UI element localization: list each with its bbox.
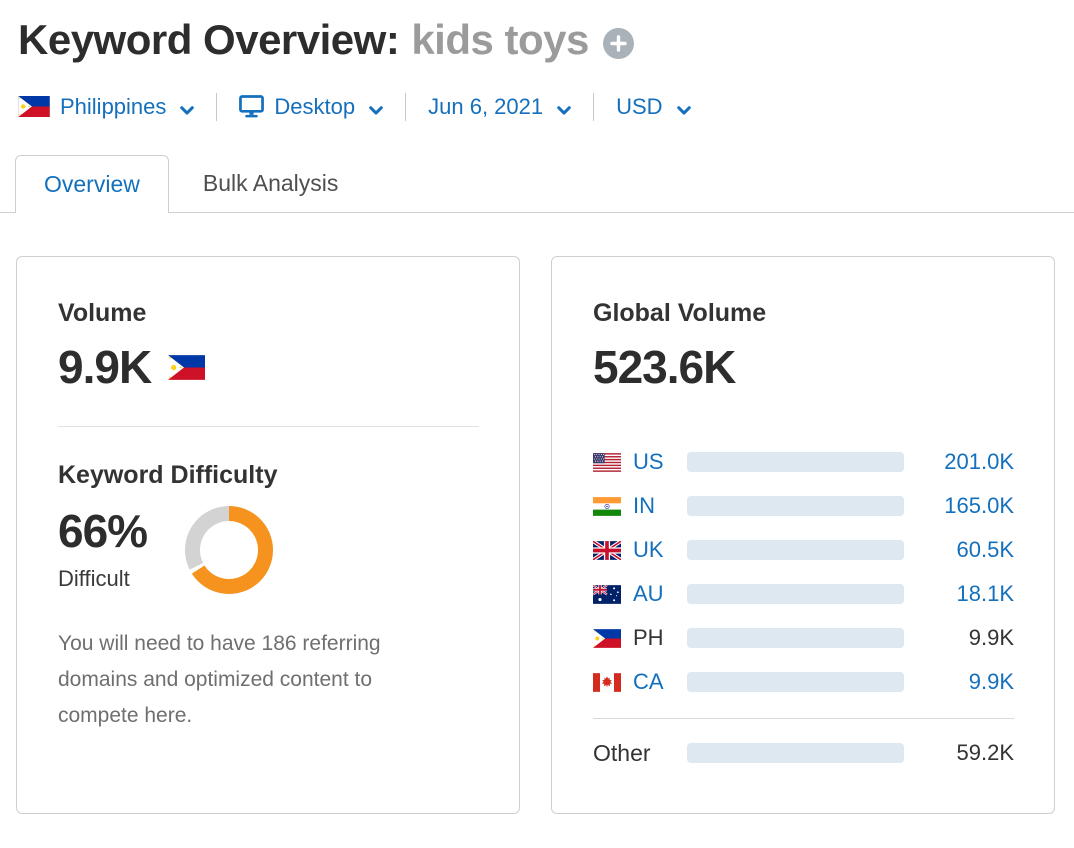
- geo-volume-bar: [687, 584, 904, 604]
- filter-divider: [593, 92, 595, 121]
- other-label: Other: [593, 739, 651, 766]
- kd-donut-chart: [185, 506, 274, 594]
- volume-value: 9.9K: [58, 341, 152, 393]
- geo-volume-value: 9.9K: [968, 625, 1014, 650]
- geo-divider: [593, 718, 1014, 719]
- geo-volume-bar: [687, 628, 904, 648]
- volume-title: Volume: [58, 299, 147, 327]
- geo-row-ph: PH 9.9K: [593, 616, 1014, 660]
- philippines-flag-icon: [168, 354, 206, 380]
- geo-volume-bar: [687, 452, 904, 472]
- device-selector-label: Desktop: [274, 93, 356, 119]
- cards-row: Volume 9.9K Keyword Difficulty 66% Diffi…: [0, 213, 1074, 814]
- geo-row-uk: UK 60.5K: [593, 528, 1014, 572]
- geo-volume-bar: [687, 540, 904, 560]
- country-selector-label: Philippines: [60, 93, 167, 119]
- date-selector[interactable]: Jun 6, 2021: [428, 92, 571, 121]
- geo-row-us: US 201.0K: [593, 440, 1014, 484]
- kd-percent-value: 66%: [58, 505, 148, 557]
- philippines-flag-icon: [18, 96, 50, 117]
- geo-volume-value[interactable]: 18.1K: [956, 581, 1015, 606]
- page-header: Keyword Overview: kids toys: [0, 0, 1074, 64]
- volume-card: Volume 9.9K Keyword Difficulty 66% Diffi…: [16, 256, 520, 814]
- tab-overview[interactable]: Overview: [15, 155, 169, 213]
- chevron-down-icon: [180, 95, 195, 121]
- card-divider: [58, 426, 479, 427]
- geo-volume-bar: [687, 743, 904, 763]
- global-volume-card: Global Volume 523.6K US 201.0K IN 165.0K: [551, 256, 1055, 814]
- global-volume-value: 523.6K: [593, 341, 736, 393]
- global-volume-title: Global Volume: [593, 299, 767, 327]
- geo-volume-value: 59.2K: [956, 740, 1015, 765]
- us-flag-icon: [593, 452, 621, 472]
- keyword-text: kids toys: [411, 16, 589, 63]
- geo-country-code[interactable]: US: [633, 449, 664, 474]
- geo-country-code[interactable]: IN: [633, 493, 655, 518]
- geo-distribution-list: US 201.0K IN 165.0K UK 60.5K: [593, 440, 1014, 775]
- philippines-flag-icon: [593, 628, 621, 648]
- geo-row-au: AU 18.1K: [593, 572, 1014, 616]
- device-selector[interactable]: Desktop: [239, 92, 383, 121]
- filter-divider: [216, 92, 218, 121]
- uk-flag-icon: [593, 541, 621, 560]
- geo-country-code[interactable]: CA: [633, 669, 664, 694]
- currency-selector[interactable]: USD: [616, 92, 691, 121]
- geo-volume-value[interactable]: 60.5K: [956, 537, 1015, 562]
- geo-volume-bar: [687, 672, 904, 692]
- canada-flag-icon: [593, 672, 621, 692]
- geo-country-code: PH: [633, 625, 664, 650]
- geo-volume-value[interactable]: 9.9K: [968, 669, 1014, 694]
- filter-bar: Philippines Desktop Jun 6, 2021 USD: [18, 92, 1074, 121]
- keyword-difficulty-title: Keyword Difficulty: [58, 461, 278, 489]
- chevron-down-icon: [676, 95, 691, 121]
- geo-country-code[interactable]: AU: [633, 581, 664, 606]
- tab-bar: Overview Bulk Analysis: [0, 155, 1074, 213]
- australia-flag-icon: [593, 584, 621, 604]
- plus-icon: [610, 34, 627, 52]
- geo-country-code[interactable]: UK: [633, 537, 664, 562]
- kd-level-label: Difficult: [58, 566, 130, 591]
- desktop-monitor-icon: [239, 95, 265, 118]
- filter-divider: [405, 92, 407, 121]
- geo-row-other: Other 59.2K: [593, 731, 1014, 775]
- chevron-down-icon: [557, 95, 571, 121]
- geo-volume-value[interactable]: 201.0K: [944, 449, 1014, 474]
- tab-bulk-analysis[interactable]: Bulk Analysis: [202, 170, 339, 196]
- india-flag-icon: [593, 496, 621, 516]
- kd-value-block: 66% Difficult: [58, 504, 148, 592]
- geo-row-in: IN 165.0K: [593, 484, 1014, 528]
- page-title-prefix: Keyword Overview:: [18, 16, 400, 63]
- date-selector-label: Jun 6, 2021: [428, 93, 544, 119]
- currency-selector-label: USD: [616, 93, 663, 119]
- country-selector[interactable]: Philippines: [18, 92, 195, 121]
- geo-volume-bar: [687, 496, 904, 516]
- kd-description: You will need to have 186 referring doma…: [58, 632, 381, 727]
- add-keyword-button[interactable]: [602, 27, 634, 59]
- geo-volume-value[interactable]: 165.0K: [944, 493, 1014, 518]
- page-title: Keyword Overview: kids toys: [18, 16, 1058, 64]
- chevron-down-icon: [369, 95, 383, 121]
- geo-row-ca: CA 9.9K: [593, 660, 1014, 704]
